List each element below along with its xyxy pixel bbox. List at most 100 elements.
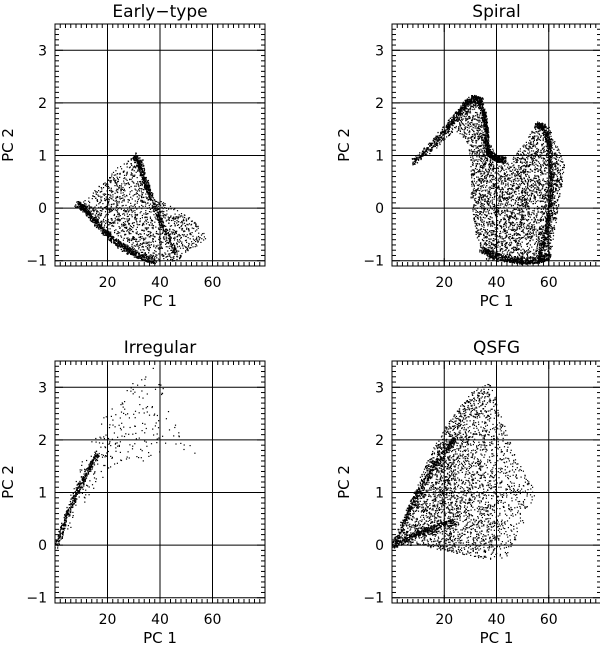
data-point [561, 179, 563, 181]
data-point [107, 234, 109, 236]
data-point [509, 192, 511, 194]
data-point [506, 192, 508, 194]
data-point [552, 139, 554, 141]
data-point [155, 255, 157, 257]
chart-title: Spiral [472, 2, 520, 22]
data-point [548, 252, 550, 254]
data-point [501, 210, 503, 212]
data-point [104, 231, 106, 234]
data-point [469, 108, 471, 110]
data-point [95, 197, 97, 199]
data-point [101, 224, 103, 226]
data-point [460, 116, 463, 119]
data-point [135, 240, 137, 242]
data-point [136, 238, 138, 240]
data-point [136, 202, 138, 204]
data-point [547, 165, 549, 167]
y-tick-label: −1 [26, 254, 47, 270]
data-point [554, 157, 556, 159]
data-point [98, 221, 100, 224]
data-point [117, 220, 119, 222]
data-point [97, 214, 99, 216]
data-point [158, 237, 160, 239]
data-point [90, 214, 92, 216]
data-point [555, 201, 557, 203]
data-point [436, 147, 438, 149]
data-point [123, 230, 125, 233]
data-point [129, 207, 131, 209]
data-point [488, 164, 490, 166]
data-point [122, 171, 124, 173]
data-point [543, 149, 545, 151]
data-point [519, 214, 521, 216]
data-point [176, 224, 179, 226]
data-point [500, 236, 502, 238]
data-point [517, 180, 519, 182]
data-point [114, 192, 116, 194]
data-point [165, 236, 167, 238]
data-point [126, 162, 128, 164]
data-point [459, 122, 461, 124]
data-point [474, 106, 476, 108]
data-point [495, 179, 497, 181]
data-point [531, 256, 533, 258]
data-point [188, 245, 190, 247]
data-point [128, 231, 130, 233]
data-point [155, 260, 157, 262]
data-point [87, 205, 89, 207]
data-point [468, 112, 470, 114]
data-point [550, 132, 552, 134]
data-point [119, 198, 121, 200]
data-point [506, 199, 508, 201]
data-point [149, 257, 151, 260]
data-point [119, 207, 121, 209]
data-point [522, 253, 524, 255]
data-point [148, 196, 150, 198]
data-point [480, 181, 482, 183]
data-point [484, 237, 487, 239]
data-point [548, 227, 550, 229]
data-point [533, 189, 535, 191]
data-point [151, 223, 153, 225]
data-point [195, 240, 197, 243]
data-point [152, 203, 154, 205]
data-point [116, 182, 118, 184]
data-point [536, 142, 539, 144]
data-point [512, 237, 514, 240]
data-point [527, 178, 529, 180]
data-point [523, 161, 525, 163]
data-point [145, 241, 147, 243]
data-point [478, 138, 480, 140]
data-point [133, 225, 135, 227]
data-point [144, 201, 146, 203]
data-point [501, 210, 503, 212]
data-point [498, 165, 500, 167]
data-point [122, 243, 124, 245]
data-point [534, 196, 537, 198]
data-point [528, 237, 530, 239]
data-point [552, 213, 554, 215]
data-point [116, 201, 118, 203]
data-point [500, 176, 502, 178]
data-point [560, 156, 562, 158]
data-point [482, 212, 484, 214]
data-point [477, 216, 479, 219]
data-point [85, 203, 87, 205]
data-point [557, 172, 559, 174]
data-point [130, 239, 133, 242]
data-point [125, 233, 127, 235]
data-point [476, 223, 478, 225]
data-point [545, 167, 547, 169]
data-point [169, 241, 171, 243]
data-point [102, 234, 104, 236]
data-point [162, 228, 164, 230]
data-point [83, 207, 85, 209]
data-point [546, 204, 548, 206]
data-point [548, 169, 550, 171]
data-point [127, 221, 129, 223]
data-point [137, 167, 140, 169]
data-point [541, 260, 543, 262]
data-point [129, 248, 131, 250]
data-point [118, 186, 120, 188]
